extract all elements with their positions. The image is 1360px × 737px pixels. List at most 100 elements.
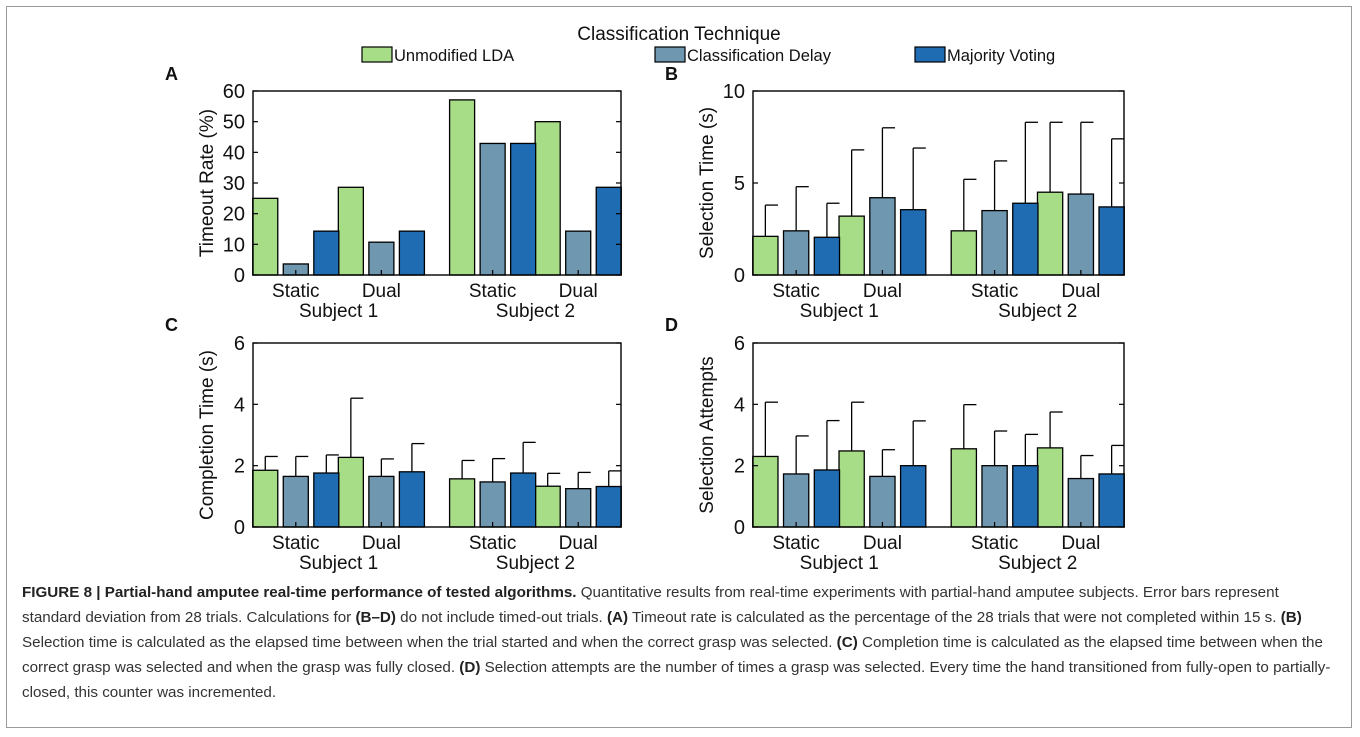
caption-ref-d: (D) — [459, 659, 480, 676]
ylabel-D: Selection Attempts — [697, 356, 718, 513]
bar-D-1-3 — [1068, 479, 1093, 527]
xtick-label-A-2: Static — [469, 281, 517, 302]
bar-B-2-3 — [1099, 207, 1124, 275]
ytick-label-D: 0 — [734, 517, 745, 539]
group-label-C-1: Subject 2 — [496, 553, 575, 574]
ytick-label-D: 6 — [734, 333, 745, 355]
group-label-A-1: Subject 2 — [496, 301, 575, 322]
bar-C-1-1 — [369, 476, 394, 527]
legend-swatch-2 — [915, 47, 945, 62]
bar-B-0-0 — [753, 236, 778, 275]
group-label-C-0: Subject 1 — [299, 553, 378, 574]
bar-A-0-3 — [535, 122, 560, 275]
bar-B-2-2 — [1013, 203, 1038, 275]
bar-B-0-3 — [1037, 192, 1062, 275]
legend-label-0: Unmodified LDA — [394, 47, 514, 65]
bar-B-1-0 — [784, 231, 809, 275]
ytick-label-A: 60 — [223, 81, 245, 103]
bar-C-1-0 — [283, 476, 308, 527]
bar-D-0-3 — [1037, 448, 1062, 527]
xtick-label-C-2: Static — [469, 533, 517, 554]
ytick-label-A: 20 — [223, 204, 245, 226]
bar-D-0-2 — [951, 449, 976, 527]
bar-C-2-2 — [511, 473, 536, 527]
xtick-label-D-2: Static — [971, 533, 1019, 554]
bar-B-0-1 — [839, 216, 864, 275]
xtick-label-B-2: Static — [971, 281, 1019, 302]
xtick-label-A-3: Dual — [559, 281, 598, 302]
bar-B-2-1 — [901, 210, 926, 275]
bar-D-0-0 — [753, 456, 778, 527]
figure-caption: FIGURE 8 | Partial-hand amputee real-tim… — [22, 580, 1340, 705]
bar-A-2-3 — [596, 187, 621, 275]
panel-letter-B: B — [665, 64, 678, 84]
legend-swatch-0 — [362, 47, 392, 62]
xtick-label-A-1: Dual — [362, 281, 401, 302]
panel-letter-C: C — [165, 315, 178, 335]
xtick-label-C-3: Dual — [559, 533, 598, 554]
xtick-label-C-1: Dual — [362, 533, 401, 554]
bar-A-0-1 — [338, 187, 363, 275]
bar-C-2-0 — [314, 473, 339, 527]
bar-C-0-0 — [253, 470, 278, 527]
legend: Unmodified LDA Classification Delay Majori… — [362, 47, 1055, 65]
caption-ref-a: (A) — [607, 609, 628, 626]
legend-label-2: Majority Voting — [947, 47, 1055, 65]
bar-A-2-1 — [399, 231, 424, 275]
bar-D-1-1 — [870, 476, 895, 527]
xtick-label-B-3: Dual — [1061, 281, 1100, 302]
ylabel-B: Selection Time (s) — [697, 107, 718, 259]
xtick-label-B-0: Static — [772, 281, 820, 302]
bar-C-1-2 — [480, 482, 505, 527]
bar-C-2-3 — [596, 487, 621, 527]
bar-D-2-0 — [814, 470, 839, 527]
bar-D-1-0 — [784, 474, 809, 527]
ytick-label-C: 2 — [234, 456, 245, 478]
xtick-label-C-0: Static — [272, 533, 320, 554]
caption-ref-bd: (B–D) — [355, 609, 396, 626]
bar-C-1-3 — [566, 489, 591, 527]
group-label-D-0: Subject 1 — [800, 553, 879, 574]
bar-D-1-2 — [982, 466, 1007, 527]
bar-D-2-1 — [901, 466, 926, 527]
bar-D-0-1 — [839, 451, 864, 527]
group-label-D-1: Subject 2 — [998, 553, 1077, 574]
bar-C-2-1 — [399, 472, 424, 527]
ytick-label-A: 50 — [223, 112, 245, 134]
panel-D: 0 2 4 6 Selection Attempts Static Dual Static Du… — [665, 315, 1124, 574]
ytick-label-C: 0 — [234, 517, 245, 539]
caption-ref-b: (B) — [1281, 609, 1302, 626]
caption-text-3: Timeout rate is calculated as the percen… — [628, 609, 1281, 626]
ylabel-C: Completion Time (s) — [197, 350, 218, 520]
ytick-label-B: 0 — [734, 265, 745, 287]
caption-text-2: do not include timed-out trials. — [396, 609, 607, 626]
group-label-B-1: Subject 2 — [998, 301, 1077, 322]
ylabel-A: Timeout Rate (%) — [197, 109, 218, 257]
panel-letter-A: A — [165, 64, 178, 84]
caption-ref-c: (C) — [837, 634, 858, 651]
bar-D-2-2 — [1013, 466, 1038, 527]
ytick-label-C: 4 — [234, 394, 245, 416]
bar-A-2-0 — [314, 231, 339, 275]
ytick-label-A: 0 — [234, 265, 245, 287]
bar-B-1-2 — [982, 211, 1007, 275]
group-label-A-0: Subject 1 — [299, 301, 378, 322]
xtick-label-D-0: Static — [772, 533, 820, 554]
xtick-label-B-1: Dual — [863, 281, 902, 302]
bar-C-0-3 — [535, 486, 560, 527]
bar-A-0-2 — [450, 100, 475, 275]
ytick-label-A: 30 — [223, 173, 245, 195]
panel-C: 0 2 4 6 Completion Time (s) Static Dual Static D… — [165, 315, 621, 574]
panel-letter-D: D — [665, 315, 678, 335]
caption-figure-label: FIGURE 8 | Partial-hand amputee real-tim… — [22, 584, 577, 601]
bar-A-0-0 — [253, 198, 278, 275]
xtick-label-D-3: Dual — [1061, 533, 1100, 554]
legend-swatch-1 — [655, 47, 685, 62]
bar-B-1-3 — [1068, 194, 1093, 275]
caption-text-4: Selection time is calculated as the elap… — [22, 634, 837, 651]
bar-A-2-2 — [511, 143, 536, 275]
bar-B-1-1 — [870, 198, 895, 275]
